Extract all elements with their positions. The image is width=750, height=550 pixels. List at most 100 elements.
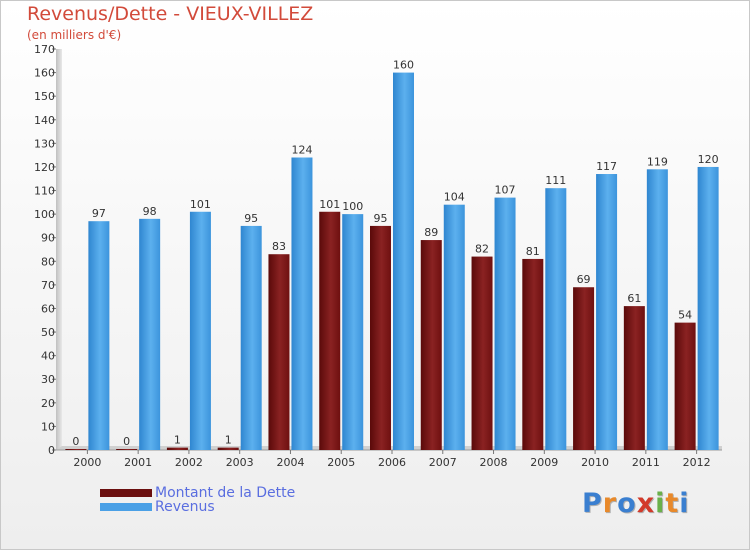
bar-debt <box>420 240 442 450</box>
data-label-debt: 1 <box>225 434 232 447</box>
y-tick-label: 30 <box>41 373 55 386</box>
bar-debt <box>370 225 391 450</box>
bar-revenue <box>494 197 516 450</box>
legend-swatch-debt <box>100 489 152 497</box>
data-label-debt: 81 <box>526 245 540 258</box>
y-tick-label: 140 <box>34 114 55 127</box>
x-tick-label: 2007 <box>429 456 457 469</box>
legend-swatch-revenue <box>100 503 152 511</box>
y-tick-label: 90 <box>41 232 55 245</box>
legend-label-debt: Montant de la Dette <box>155 485 296 501</box>
bar-debt <box>674 322 696 450</box>
bar-revenue <box>443 204 465 450</box>
data-label-revenue: 101 <box>190 198 211 211</box>
y-tick-label: 130 <box>34 137 55 150</box>
logo-letter: t <box>665 488 680 519</box>
data-label-debt: 69 <box>577 273 591 286</box>
bar-revenue <box>545 188 567 450</box>
y-tick-label: 110 <box>34 185 55 198</box>
y-tick-label: 160 <box>34 67 55 80</box>
data-label-revenue: 119 <box>647 155 668 168</box>
logo-letter: P <box>582 488 603 519</box>
y-tick-label: 50 <box>41 326 55 339</box>
bar-debt <box>65 449 87 450</box>
data-label-revenue: 111 <box>545 174 566 187</box>
data-label-debt: 82 <box>475 243 489 256</box>
x-tick-label: 2008 <box>480 456 508 469</box>
bar-debt <box>268 254 290 450</box>
data-label-debt: 1 <box>174 434 181 447</box>
x-tick-label: 2011 <box>632 456 660 469</box>
bar-debt <box>623 306 645 450</box>
data-label-debt: 54 <box>678 309 692 322</box>
y-tick-label: 60 <box>41 302 55 315</box>
proxiti-logo: Proxiti <box>582 488 690 519</box>
data-label-debt: 0 <box>123 435 130 448</box>
x-tick-label: 2000 <box>73 456 101 469</box>
bar-revenue <box>88 221 110 450</box>
bar-debt <box>116 449 138 450</box>
x-tick-label: 2009 <box>530 456 558 469</box>
bar-debt <box>166 447 188 450</box>
y-tick-label: 80 <box>41 255 55 268</box>
y-tick-label: 100 <box>34 208 55 221</box>
data-label-debt: 101 <box>319 198 340 211</box>
chart-subtitle: (en milliers d'€) <box>27 28 122 42</box>
bar-revenue <box>697 166 719 451</box>
data-label-revenue: 104 <box>444 191 465 204</box>
bar-debt <box>319 211 341 450</box>
data-label-revenue: 95 <box>244 212 258 225</box>
x-tick-label: 2002 <box>175 456 203 469</box>
bar-revenue <box>240 225 262 450</box>
chart-title: Revenus/Dette - VIEUX-VILLEZ <box>27 3 314 25</box>
data-label-debt: 0 <box>72 435 79 448</box>
legend-label-revenue: Revenus <box>155 499 215 515</box>
y-tick-label: 20 <box>41 397 55 410</box>
x-tick-label: 2005 <box>327 456 355 469</box>
data-label-revenue: 160 <box>393 59 414 72</box>
bar-debt <box>217 447 239 450</box>
y-tick-label: 0 <box>48 444 55 457</box>
logo-letter: i <box>655 488 666 519</box>
data-label-revenue: 100 <box>342 200 363 213</box>
logo-letter: o <box>617 488 637 519</box>
data-label-debt: 83 <box>272 240 286 253</box>
bar-debt <box>573 287 595 450</box>
bar-revenue <box>646 169 668 451</box>
y-tick-label: 150 <box>34 90 55 103</box>
bar-revenue <box>139 218 161 450</box>
data-label-debt: 61 <box>627 292 641 305</box>
chart-legend: Montant de la Dette Revenus <box>100 485 296 515</box>
data-label-revenue: 107 <box>495 184 516 197</box>
data-label-revenue: 117 <box>596 160 617 173</box>
x-tick-label: 2001 <box>124 456 152 469</box>
bar-debt <box>471 256 493 450</box>
data-label-debt: 89 <box>424 226 438 239</box>
y-tick-label: 40 <box>41 350 55 363</box>
bar-revenue <box>393 72 414 451</box>
x-tick-label: 2004 <box>276 456 304 469</box>
x-tick-label: 2003 <box>226 456 254 469</box>
bar-debt <box>522 258 544 450</box>
data-label-debt: 95 <box>374 212 388 225</box>
x-tick-label: 2012 <box>683 456 711 469</box>
data-label-revenue: 124 <box>291 144 312 157</box>
bar-revenue <box>189 211 211 450</box>
y-tick-label: 10 <box>41 420 55 433</box>
y-axis-wall <box>56 49 62 450</box>
y-tick-label: 170 <box>34 43 55 56</box>
y-tick-label: 120 <box>34 161 55 174</box>
data-label-revenue: 120 <box>698 153 719 166</box>
bar-revenue <box>342 214 364 450</box>
logo-letter: i <box>679 488 690 519</box>
x-tick-label: 2010 <box>581 456 609 469</box>
data-label-revenue: 98 <box>143 205 157 218</box>
y-tick-label: 70 <box>41 279 55 292</box>
x-tick-label: 2006 <box>378 456 406 469</box>
logo-letter: r <box>602 488 618 519</box>
bar-revenue <box>291 157 313 450</box>
logo-letter: x <box>636 488 656 519</box>
legend-item-revenue: Revenus <box>100 499 295 515</box>
legend-item-debt: Montant de la Dette <box>100 485 296 501</box>
